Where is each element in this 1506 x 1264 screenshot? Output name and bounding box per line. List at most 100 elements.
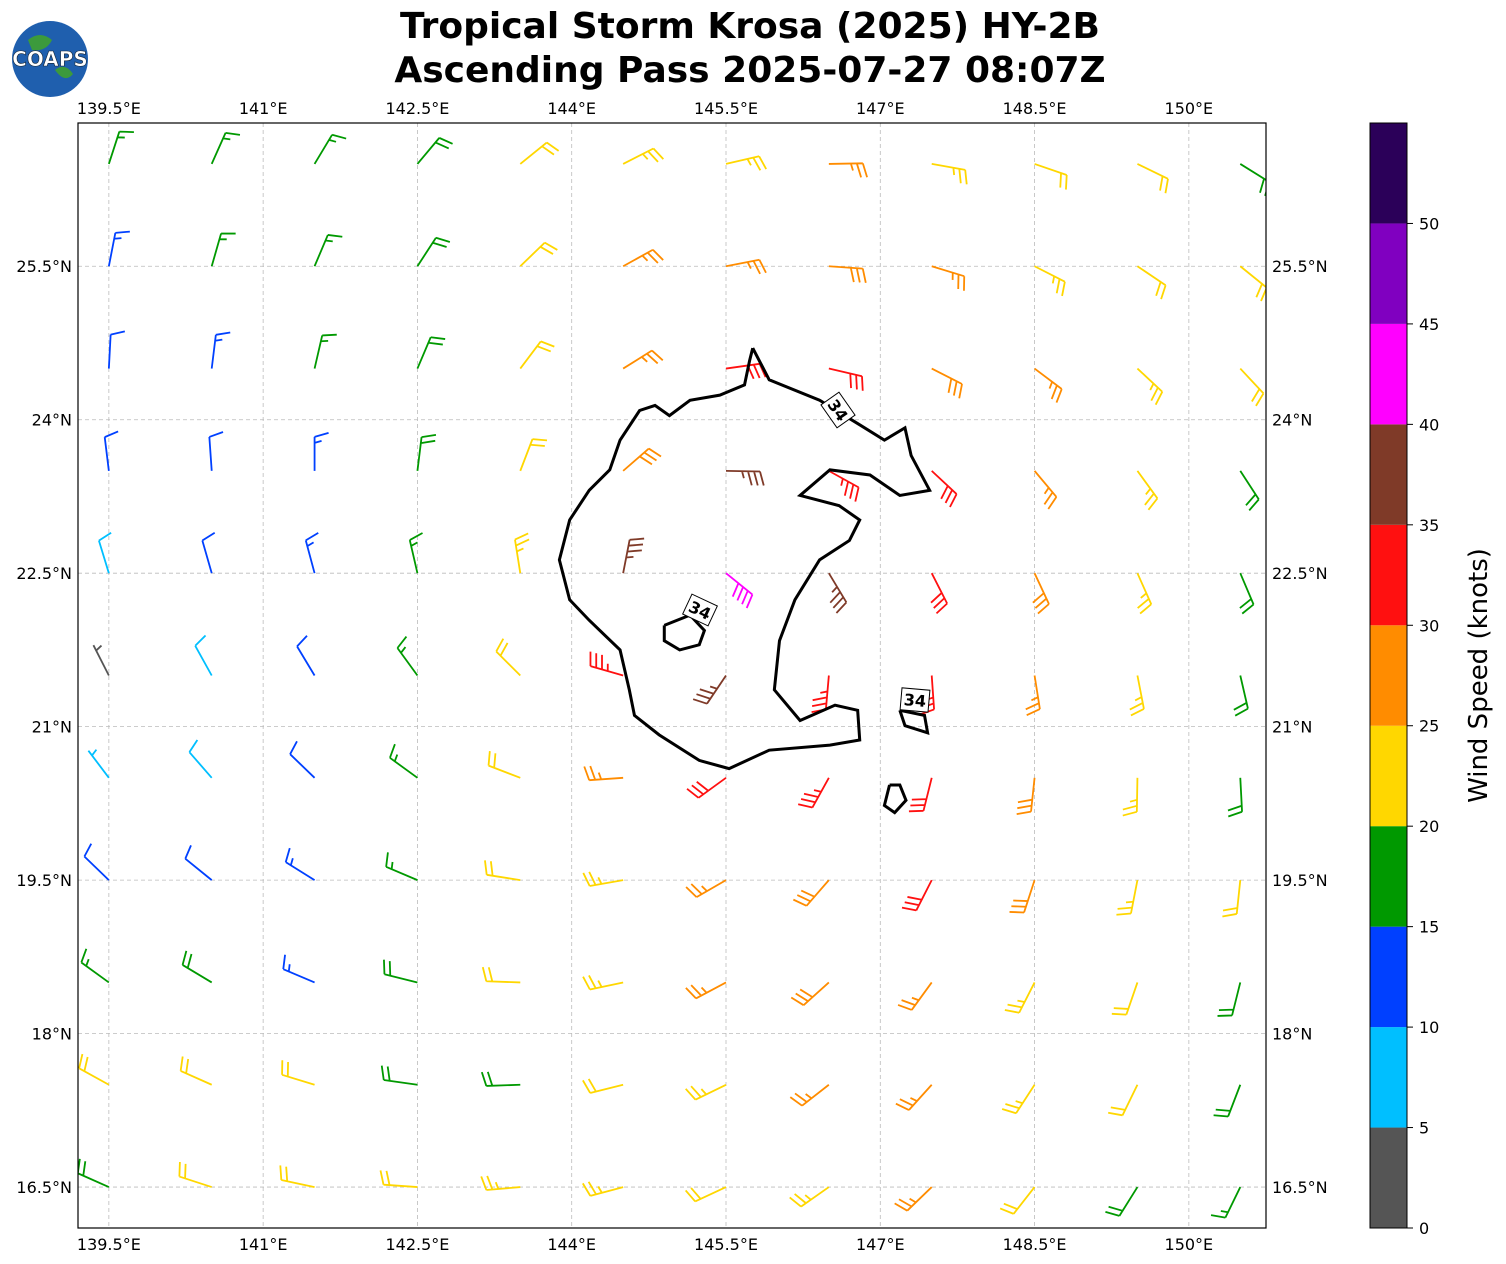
contour-label: 34 xyxy=(899,687,931,713)
wind-barb xyxy=(396,635,419,677)
wind-barb xyxy=(389,743,418,779)
contour-label-box xyxy=(820,391,856,429)
wind-barb xyxy=(828,162,868,178)
colorbar-tick-label: 5 xyxy=(1419,1119,1429,1138)
y-tick-label: 22.5°N xyxy=(16,564,72,583)
wind-barb xyxy=(828,572,848,614)
wind-barb xyxy=(725,362,767,380)
wind-barb xyxy=(897,981,933,1011)
y-tick-label: 19.5°N xyxy=(16,871,72,890)
y-tick-label: 24°N xyxy=(1272,411,1312,430)
y-tick-label: 25.5°N xyxy=(16,257,72,276)
wind-barb xyxy=(789,1186,830,1208)
wind-barb xyxy=(210,232,236,267)
x-tick-label: 144°E xyxy=(547,99,596,118)
wind-barb xyxy=(622,147,665,165)
wind-barb xyxy=(622,349,664,370)
wind-barb xyxy=(210,331,231,369)
colorbar-label: Wind Speed (knots) xyxy=(1464,548,1494,803)
wind-barb xyxy=(181,950,213,984)
wind-barb xyxy=(811,675,830,714)
x-tick-label: 141°E xyxy=(239,1235,288,1254)
wind-barb xyxy=(1137,163,1169,194)
wind-barb xyxy=(1136,265,1167,300)
colorbar-tick-label: 20 xyxy=(1419,817,1439,836)
contour-label-box xyxy=(899,687,931,713)
wind-barb xyxy=(385,852,418,881)
wind-barb xyxy=(519,340,555,370)
wind-barb xyxy=(107,230,130,267)
wind-barb xyxy=(931,265,966,291)
wind-barb xyxy=(685,879,727,898)
colorbar-tick-label: 35 xyxy=(1419,516,1439,535)
colorbar-bin xyxy=(1370,926,1407,1028)
title-line: Tropical Storm Krosa (2025) HY-2B xyxy=(400,6,1100,47)
wind-barb xyxy=(1025,675,1041,717)
wind-barbs xyxy=(78,130,1266,1219)
contour-label-text: 34 xyxy=(903,690,927,711)
wind-barb xyxy=(684,1186,727,1203)
contours: 34 34 34 xyxy=(557,347,932,815)
colorbar-tick-label: 0 xyxy=(1419,1219,1429,1238)
x-tick-label: 147°E xyxy=(856,99,905,118)
wind-barb xyxy=(1034,163,1068,190)
wind-barb xyxy=(416,236,451,267)
wind-barb xyxy=(178,1161,212,1188)
x-tick-label: 148.5°E xyxy=(1003,99,1067,118)
wind-barb xyxy=(108,130,134,165)
wind-barb xyxy=(589,651,624,677)
wind-barb xyxy=(622,537,645,574)
colorbar-bin xyxy=(1370,826,1407,927)
wind-barb xyxy=(495,638,521,677)
wind-barb xyxy=(1217,982,1242,1017)
wind-barb xyxy=(792,879,830,907)
wind-barb xyxy=(103,430,119,471)
y-tick-label: 18°N xyxy=(32,1025,72,1044)
wind-barb xyxy=(484,860,521,882)
wind-barb xyxy=(1111,982,1139,1016)
wind-barb xyxy=(313,432,329,471)
contour-line xyxy=(882,783,908,815)
wind-barb xyxy=(908,777,933,813)
wind-barb xyxy=(622,248,664,268)
wind-barb xyxy=(92,644,110,676)
wind-barb xyxy=(931,163,968,185)
wind-barb xyxy=(1122,777,1139,817)
wind-barb xyxy=(1239,470,1260,511)
x-tick-label: 139.5°E xyxy=(77,1235,141,1254)
wind-barb xyxy=(901,879,933,912)
wind-barb xyxy=(1034,265,1066,297)
colorbar-bin xyxy=(1370,223,1407,324)
wind-barb xyxy=(78,1158,110,1188)
wind-barb xyxy=(725,155,767,171)
wind-barb xyxy=(790,981,830,1006)
contour-label: 34 xyxy=(681,593,719,627)
title-line: Ascending Pass 2025-07-27 08:07Z xyxy=(394,50,1105,91)
wind-barb xyxy=(930,572,948,615)
wind-barb xyxy=(1210,1186,1242,1219)
wind-barb xyxy=(379,1170,418,1188)
wind-barb xyxy=(87,749,110,779)
wind-barb xyxy=(1136,367,1164,406)
x-tick-label: 148.5°E xyxy=(1003,1235,1067,1254)
x-tick-label: 150°E xyxy=(1165,99,1214,118)
x-tick-label: 142.5°E xyxy=(385,99,449,118)
wind-barb xyxy=(179,1056,213,1086)
y-tick-label: 22.5°N xyxy=(1272,564,1328,583)
wind-barb xyxy=(685,981,727,1000)
wind-barb xyxy=(725,572,754,609)
wind-barb xyxy=(1222,880,1242,918)
colorbar-bin xyxy=(1370,524,1407,626)
wind-barb xyxy=(828,367,864,391)
axes: 139.5°E 139.5°E 141°E 141°E 142.5°E 142.5°E 14… xyxy=(16,99,1327,1254)
wind-barb xyxy=(519,438,548,472)
colorbar-bin xyxy=(1370,1027,1407,1128)
colorbar-bin xyxy=(1370,123,1407,224)
colorbar-tick-label: 40 xyxy=(1419,415,1439,434)
colorbar-tick-label: 30 xyxy=(1419,616,1439,635)
wind-barb xyxy=(313,133,347,165)
wind-barb xyxy=(797,777,830,809)
wind-barb xyxy=(582,974,624,991)
y-tick-label: 21°N xyxy=(32,718,72,737)
